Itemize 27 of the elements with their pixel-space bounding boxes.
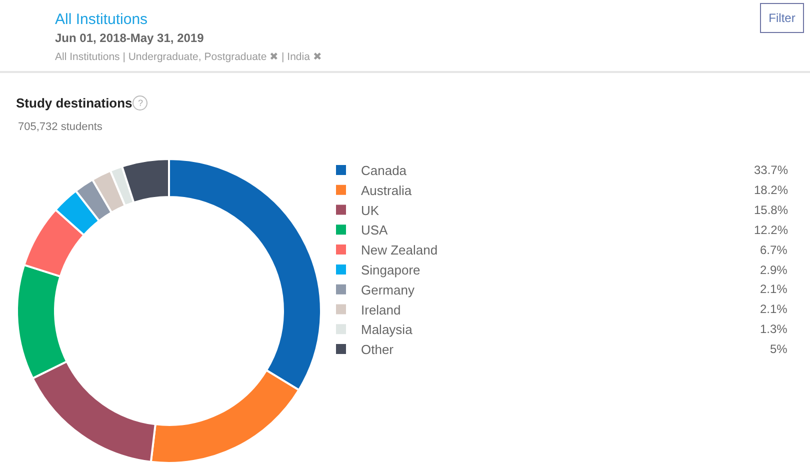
legend-label: Singapore [361, 262, 420, 278]
data-label: 1.3% [760, 322, 788, 336]
legend-label: Germany [361, 282, 415, 298]
chart-title: Study destinations [16, 96, 132, 111]
legend-label: Other [361, 342, 394, 358]
data-label: 6.7% [760, 243, 788, 257]
legend-label: UK [361, 202, 380, 218]
text: Jun 01, 2018-May 31, 2019 [55, 31, 204, 45]
legend-label: Australia [361, 182, 412, 198]
chart-subtitle: 705,732 students [18, 121, 103, 133]
legend-label: Malaysia [361, 322, 414, 338]
data-label: 15.8% [754, 203, 788, 217]
text: ? [138, 98, 144, 108]
legend-label: Canada [361, 163, 408, 178]
legend-label: USA [361, 222, 388, 238]
data-label: 2.9% [760, 263, 788, 277]
data-label: 5% [770, 342, 788, 356]
data-label: 12.2% [754, 223, 788, 237]
data-label: 18.2% [754, 183, 788, 197]
text: All Institutions [55, 11, 148, 28]
legend-label: New Zealand [361, 242, 438, 258]
data-label: 2.1% [760, 302, 788, 316]
data-label: 2.1% [760, 282, 788, 296]
text: All Institutions | Undergraduate, Postgraduate ✖ | India ✖ [55, 51, 322, 63]
data-label: 33.7% [754, 163, 788, 177]
legend-label: Ireland [361, 302, 401, 318]
text: Filter [768, 11, 796, 25]
